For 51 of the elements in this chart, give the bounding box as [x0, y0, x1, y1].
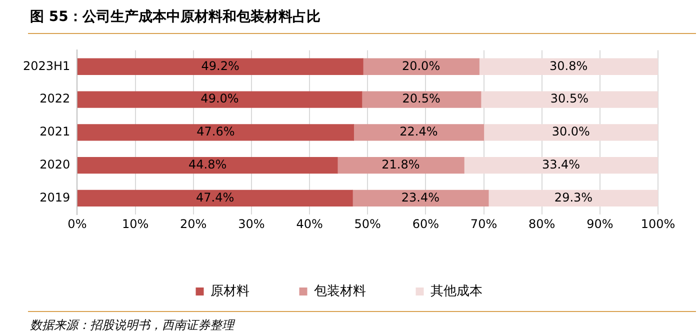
chart-title: 图 55：公司生产成本中原材料和包装材料占比 [30, 8, 320, 26]
x-tick-label: 20% [180, 216, 207, 231]
data-label: 29.3% [554, 190, 593, 204]
bar [483, 124, 658, 141]
data-label: 47.4% [196, 190, 234, 204]
data-label: 22.4% [400, 124, 438, 139]
source-note: 数据来源：招股说明书，西南证券整理 [30, 317, 234, 334]
bar [478, 58, 658, 75]
bar [480, 91, 658, 108]
bar [362, 58, 480, 75]
y-tick-label: 2023H1 [22, 58, 70, 73]
legend-label: 包装材料 [314, 284, 366, 299]
bar [337, 156, 464, 174]
bar [353, 124, 484, 141]
x-tick-label: 100% [640, 216, 676, 231]
y-tick-label: 2021 [40, 124, 70, 139]
x-tick-label: 70% [470, 216, 498, 231]
x-tick-label: 10% [122, 216, 149, 231]
x-tick-label: 0% [68, 216, 87, 231]
data-label: 30.8% [549, 58, 588, 73]
bar [77, 124, 354, 141]
bar [361, 91, 482, 108]
data-label: 44.8% [188, 157, 227, 172]
legend-label: 原材料 [210, 284, 250, 299]
bar [77, 190, 353, 206]
data-label: 49.2% [201, 58, 240, 73]
x-tick-label: 90% [586, 216, 614, 231]
y-tick-label: 2019 [40, 190, 70, 204]
bar [77, 58, 364, 75]
data-label: 30.0% [552, 124, 590, 139]
bar [464, 156, 658, 174]
bar [77, 156, 338, 174]
data-label: 23.4% [401, 190, 440, 204]
legend-label: 其他成本 [430, 284, 482, 299]
data-label: 49.0% [200, 92, 239, 106]
bar [352, 190, 489, 206]
bar [77, 91, 362, 108]
x-tick-label: 30% [238, 216, 265, 231]
y-tick-label: 2022 [40, 92, 70, 106]
data-label: 33.4% [542, 157, 580, 172]
x-tick-label: 50% [354, 216, 381, 231]
y-tick-label: 2020 [40, 157, 70, 172]
data-label: 20.5% [402, 92, 440, 106]
x-tick-label: 60% [412, 216, 440, 231]
data-label: 30.5% [550, 92, 588, 106]
data-label: 47.6% [196, 124, 235, 139]
bar [488, 190, 658, 206]
data-label: 21.8% [382, 157, 420, 172]
x-tick-label: 80% [528, 216, 556, 231]
data-label: 20.0% [402, 58, 440, 73]
x-tick-label: 40% [296, 216, 323, 231]
